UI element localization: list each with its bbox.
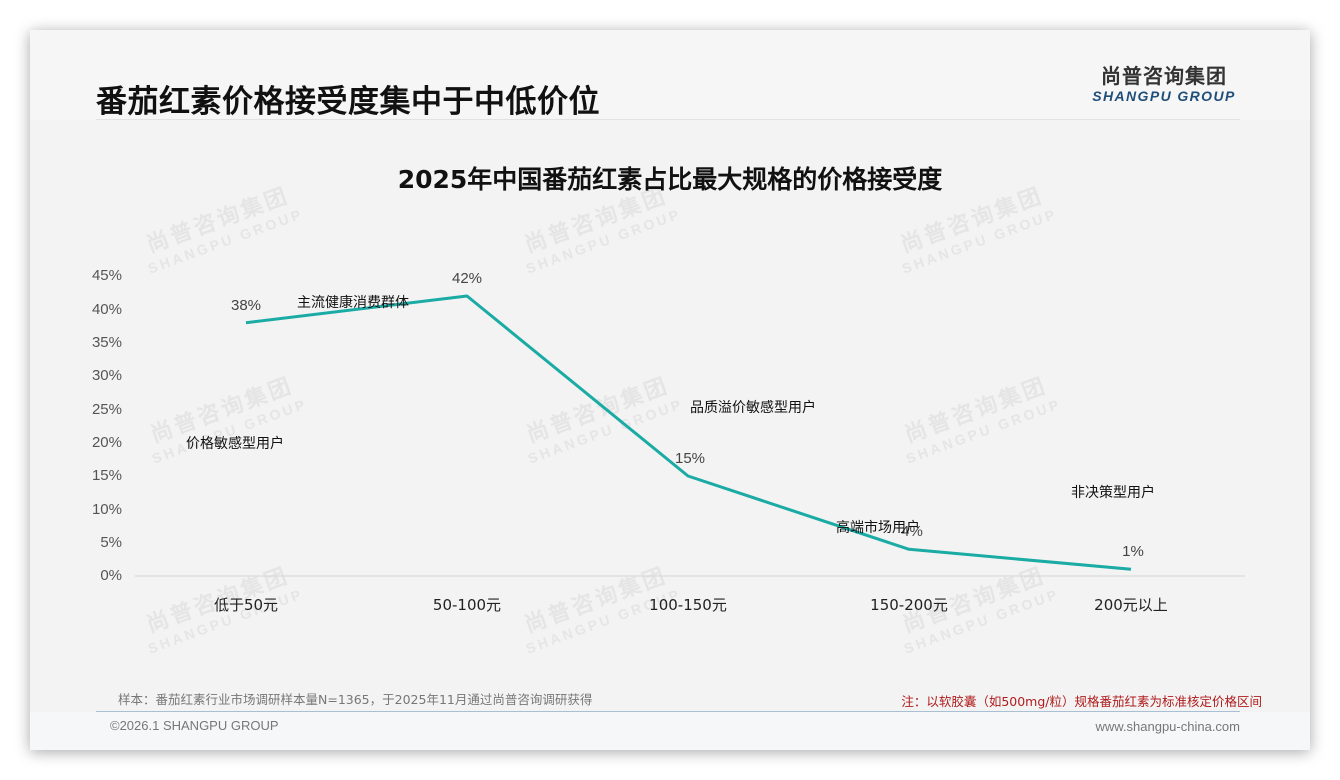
footnote: 注：以软胶囊（如500mg/粒）规格番茄红素为标准核定价格区间 [901, 694, 1262, 709]
header-divider [96, 119, 1240, 120]
copyright: ©2026.1 SHANGPU GROUP [110, 718, 279, 733]
data-label: 42% [451, 270, 483, 287]
y-tick: 0% [100, 567, 122, 584]
logo-cn-text: 尚普咨询集团 [1101, 64, 1227, 88]
y-tick: 35% [91, 334, 122, 351]
y-tick: 25% [91, 401, 122, 418]
annotation-price-sensitive: 价格敏感型用户 [186, 436, 284, 452]
x-tick: 150-200元 [870, 596, 948, 614]
x-tick: 50-100元 [432, 596, 502, 614]
website-link[interactable]: www.shangpu-china.com [1095, 719, 1240, 734]
x-tick: 100-150元 [649, 596, 727, 614]
logo-en-text: SHANGPU GROUP [1092, 88, 1236, 104]
y-tick: 45% [91, 267, 122, 284]
x-tick: 低于50元 [213, 596, 279, 614]
slide: 番茄红素价格接受度集中于中低价位 尚普咨询集团 SHANGPU GROUP 尚普… [30, 30, 1310, 750]
page-title: 番茄红素价格接受度集中于中低价位 [96, 84, 600, 120]
source-note: 样本：番茄红素行业市场调研样本量N=1365，于2025年11月通过尚普咨询调研… [118, 692, 593, 707]
y-tick: 30% [91, 367, 122, 384]
footer [30, 712, 1310, 750]
logo: 尚普咨询集团 SHANGPU GROUP [1088, 64, 1240, 104]
data-label: 15% [674, 450, 706, 467]
footer-divider [96, 711, 1240, 712]
chart-title: 2025年中国番茄红素占比最大规格的价格接受度 [397, 165, 943, 194]
header: 番茄红素价格接受度集中于中低价位 尚普咨询集团 SHANGPU GROUP [30, 30, 1310, 120]
x-tick: 200元以上 [1094, 596, 1168, 614]
line-chart [135, 294, 1245, 577]
y-tick: 40% [91, 301, 122, 318]
data-label: 4% [901, 523, 923, 540]
annotation-mainstream: 主流健康消费群体 [297, 295, 409, 311]
data-label: 38% [230, 297, 262, 314]
data-label: 1% [1122, 543, 1144, 560]
y-tick: 20% [91, 434, 122, 451]
series-line [245, 294, 1132, 571]
annotation-quality-premium: 品质溢价敏感型用户 [690, 400, 816, 416]
y-tick: 5% [100, 534, 122, 551]
annotation-high-end: 高端市场用户 [836, 520, 920, 536]
y-tick: 10% [91, 501, 122, 518]
y-tick: 15% [91, 467, 122, 484]
annotation-non-decision: 非决策型用户 [1071, 485, 1155, 501]
